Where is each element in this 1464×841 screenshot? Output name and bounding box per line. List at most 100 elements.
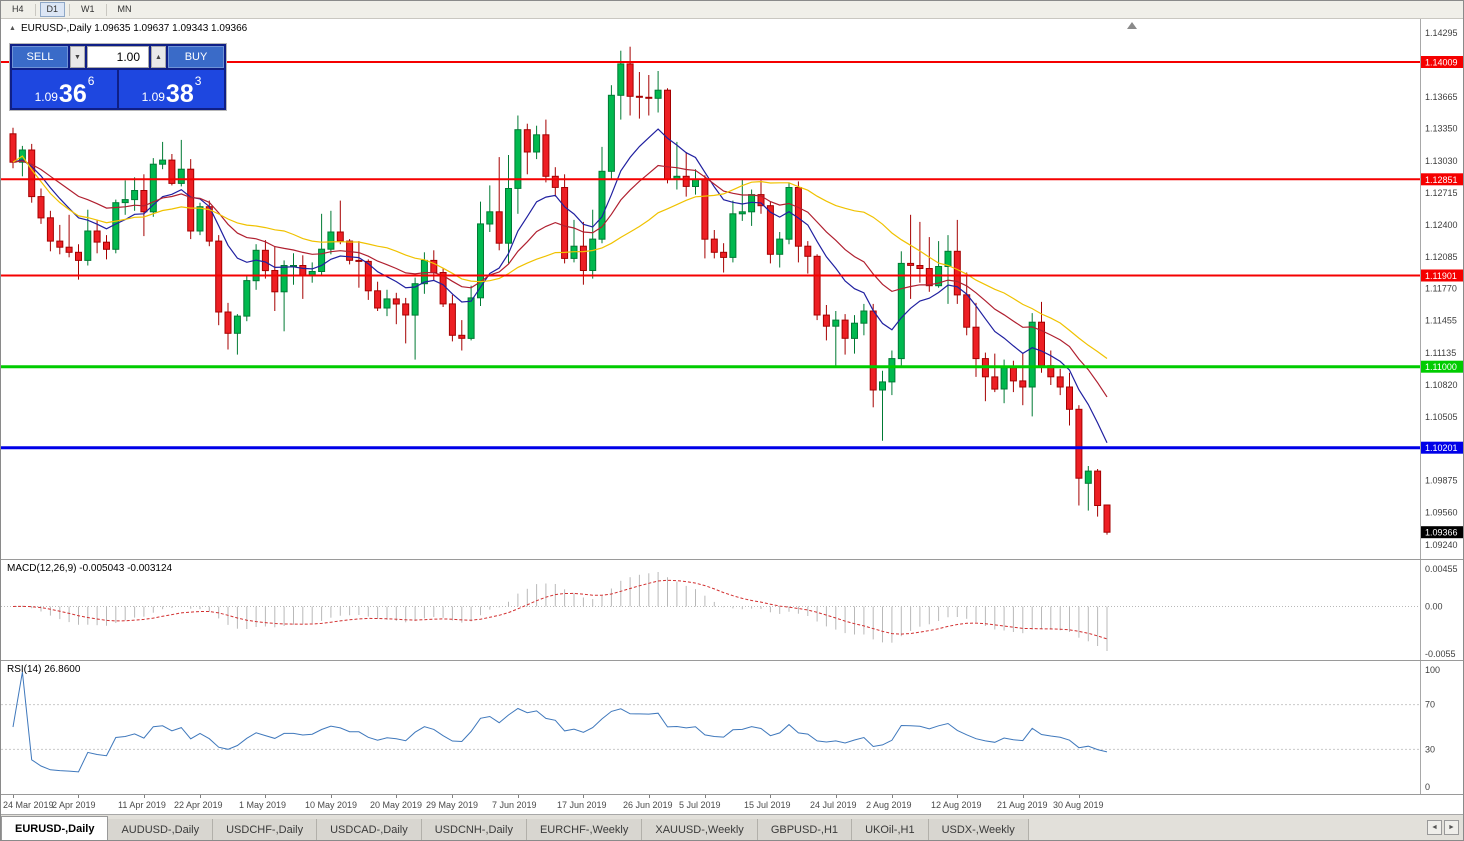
- price-chart-canvas[interactable]: 1.14295 1.13665 1.13350 1.13030 1.12715 1.124…: [1, 19, 1463, 559]
- buy-price-pip: 3: [194, 74, 202, 88]
- sell-price-prefix: 1.09: [34, 90, 58, 104]
- current-price-label: [1421, 526, 1463, 539]
- rsi-axis-labels: 100 70 30 0: [1425, 665, 1440, 792]
- buy-button[interactable]: BUY: [168, 46, 224, 68]
- chart-tab-usdcnh[interactable]: USDCNH-,Daily: [421, 819, 527, 840]
- timeframe-h4-button[interactable]: H4: [12, 4, 24, 14]
- svg-text:1.13665: 1.13665: [1425, 92, 1458, 102]
- date-tick: [144, 795, 145, 798]
- chart-tab-audusd[interactable]: AUDUSD-,Daily: [108, 819, 214, 840]
- date-tick: [1023, 795, 1024, 798]
- svg-text:0.00: 0.00: [1425, 602, 1443, 612]
- price-chart-panel[interactable]: 1.14295 1.13665 1.13350 1.13030 1.12715 1.124…: [1, 19, 1463, 559]
- sell-price-button[interactable]: 1.09 36 6: [12, 70, 117, 108]
- svg-text:0: 0: [1425, 782, 1430, 792]
- chart-tab-eurchf[interactable]: EURCHF-,Weekly: [526, 819, 643, 840]
- date-axis-label: 29 May 2019: [426, 800, 479, 810]
- date-axis-label: 17 Jun 2019: [557, 800, 607, 810]
- macd-histogram: [21, 572, 1108, 651]
- toolbar-separator: [105, 3, 107, 16]
- rsi-line: [12, 672, 1108, 773]
- svg-text:1.10201: 1.10201: [1425, 443, 1458, 453]
- svg-text:1.11000: 1.11000: [1425, 362, 1457, 372]
- date-axis-label: 1 May 2019: [239, 800, 287, 810]
- date-axis-label: 2 Aug 2019: [866, 800, 912, 810]
- chart-tabs: EURUSD-,Daily AUDUSD-,Daily USDCHF-,Daily U…: [1, 815, 1423, 840]
- date-axis-label: 21 Aug 2019: [997, 800, 1048, 810]
- buy-price-button[interactable]: 1.09 38 3: [119, 70, 224, 108]
- svg-text:1.12851: 1.12851: [1425, 175, 1458, 185]
- macd-canvas: 0.00455 0.00 -0.0055: [1, 560, 1458, 661]
- svg-text:1.12085: 1.12085: [1425, 252, 1458, 262]
- tab-scroll-right-button[interactable]: ►: [1444, 820, 1459, 835]
- svg-text:-0.0055: -0.0055: [1425, 649, 1456, 659]
- date-axis-label: 2 Apr 2019: [52, 800, 96, 810]
- volume-input[interactable]: 1.00: [87, 46, 149, 68]
- chart-tab-xauusd[interactable]: XAUUSD-,Weekly: [642, 819, 758, 840]
- tab-scroll-controls: ◄ ►: [1423, 815, 1463, 840]
- svg-text:1.14295: 1.14295: [1425, 28, 1458, 38]
- macd-indicator-panel: 0.00455 0.00 -0.0055 MACD(12,26,9) -0.0050…: [1, 559, 1463, 661]
- svg-text:30: 30: [1425, 744, 1435, 754]
- svg-text:0.00455: 0.00455: [1425, 564, 1458, 574]
- svg-text:1.09240: 1.09240: [1425, 540, 1458, 550]
- svg-text:1.12715: 1.12715: [1425, 188, 1458, 198]
- price-axis-labels: 1.14295 1.13665 1.13350 1.13030 1.12715 1.124…: [1421, 28, 1463, 550]
- date-axis-label: 20 May 2019: [370, 800, 423, 810]
- date-axis-label: 30 Aug 2019: [1053, 800, 1104, 810]
- buy-price-prefix: 1.09: [141, 90, 165, 104]
- rsi-canvas: 100 70 30 0: [1, 661, 1440, 795]
- ma-20-line: [12, 160, 1108, 398]
- rsi-label: RSI(14) 26.8600: [7, 664, 81, 675]
- svg-text:1.10505: 1.10505: [1425, 412, 1458, 422]
- svg-text:1.11770: 1.11770: [1425, 284, 1457, 294]
- chart-tab-usdcad[interactable]: USDCAD-,Daily: [317, 819, 422, 840]
- date-axis-label: 22 Apr 2019: [174, 800, 223, 810]
- sell-button[interactable]: SELL: [12, 46, 68, 68]
- date-tick: [705, 795, 706, 798]
- date-tick: [78, 795, 79, 798]
- date-tick: [836, 795, 837, 798]
- collapse-arrow-icon[interactable]: ▲: [9, 25, 16, 32]
- svg-text:1.11135: 1.11135: [1425, 348, 1456, 358]
- date-tick: [518, 795, 519, 798]
- chart-title: ▲ EURUSD-,Daily 1.09635 1.09637 1.09343 …: [9, 23, 247, 34]
- chart-tab-bar: EURUSD-,Daily AUDUSD-,Daily USDCHF-,Daily U…: [1, 814, 1463, 840]
- date-axis-label: 7 Jun 2019: [492, 800, 537, 810]
- ma-30-line: [12, 155, 1108, 359]
- svg-text:1.13350: 1.13350: [1425, 124, 1458, 134]
- chart-tab-usdx[interactable]: USDX-,Weekly: [928, 819, 1029, 840]
- date-axis-label: 15 Jul 2019: [744, 800, 791, 810]
- timeframe-toolbar: H4 D1 W1 MN: [1, 1, 1463, 19]
- timeframe-mn-button[interactable]: MN: [117, 4, 132, 14]
- horizontal-level-lines: [1, 61, 1421, 450]
- svg-text:1.14009: 1.14009: [1425, 58, 1458, 68]
- svg-text:1.13030: 1.13030: [1425, 156, 1458, 166]
- rsi-indicator-panel: 100 70 30 0 RSI(14) 26.8600: [1, 660, 1463, 795]
- date-tick: [1079, 795, 1080, 798]
- macd-label: MACD(12,26,9) -0.005043 -0.003124: [7, 563, 173, 574]
- date-tick: [957, 795, 958, 798]
- svg-text:1.12400: 1.12400: [1425, 220, 1458, 230]
- date-axis-label: 24 Jul 2019: [810, 800, 857, 810]
- svg-text:1.11455: 1.11455: [1425, 316, 1457, 326]
- chart-tab-eurusd[interactable]: EURUSD-,Daily: [1, 816, 109, 840]
- tab-scroll-left-button[interactable]: ◄: [1427, 820, 1442, 835]
- svg-text:1.10820: 1.10820: [1425, 380, 1458, 390]
- chart-tab-usdchf[interactable]: USDCHF-,Daily: [213, 819, 318, 840]
- chart-tab-gbpusd[interactable]: GBPUSD-,H1: [757, 819, 853, 840]
- volume-increase-button[interactable]: ▲: [151, 46, 166, 68]
- shift-marker-icon[interactable]: [1127, 22, 1137, 29]
- date-axis-label: 10 May 2019: [305, 800, 358, 810]
- date-tick: [770, 795, 771, 798]
- candle-series: [9, 46, 1111, 535]
- toolbar-separator: [69, 3, 71, 16]
- date-axis: 24 Mar 2019 2 Apr 2019 11 Apr 2019 22 Apr 2…: [1, 794, 1463, 814]
- date-tick: [396, 795, 397, 798]
- volume-decrease-button[interactable]: ▼: [70, 46, 85, 68]
- chart-tab-ukoil[interactable]: UKOil-,H1: [852, 819, 929, 840]
- timeframe-w1-button[interactable]: W1: [81, 4, 95, 14]
- timeframe-d1-button[interactable]: D1: [39, 2, 66, 17]
- svg-text:70: 70: [1425, 700, 1435, 710]
